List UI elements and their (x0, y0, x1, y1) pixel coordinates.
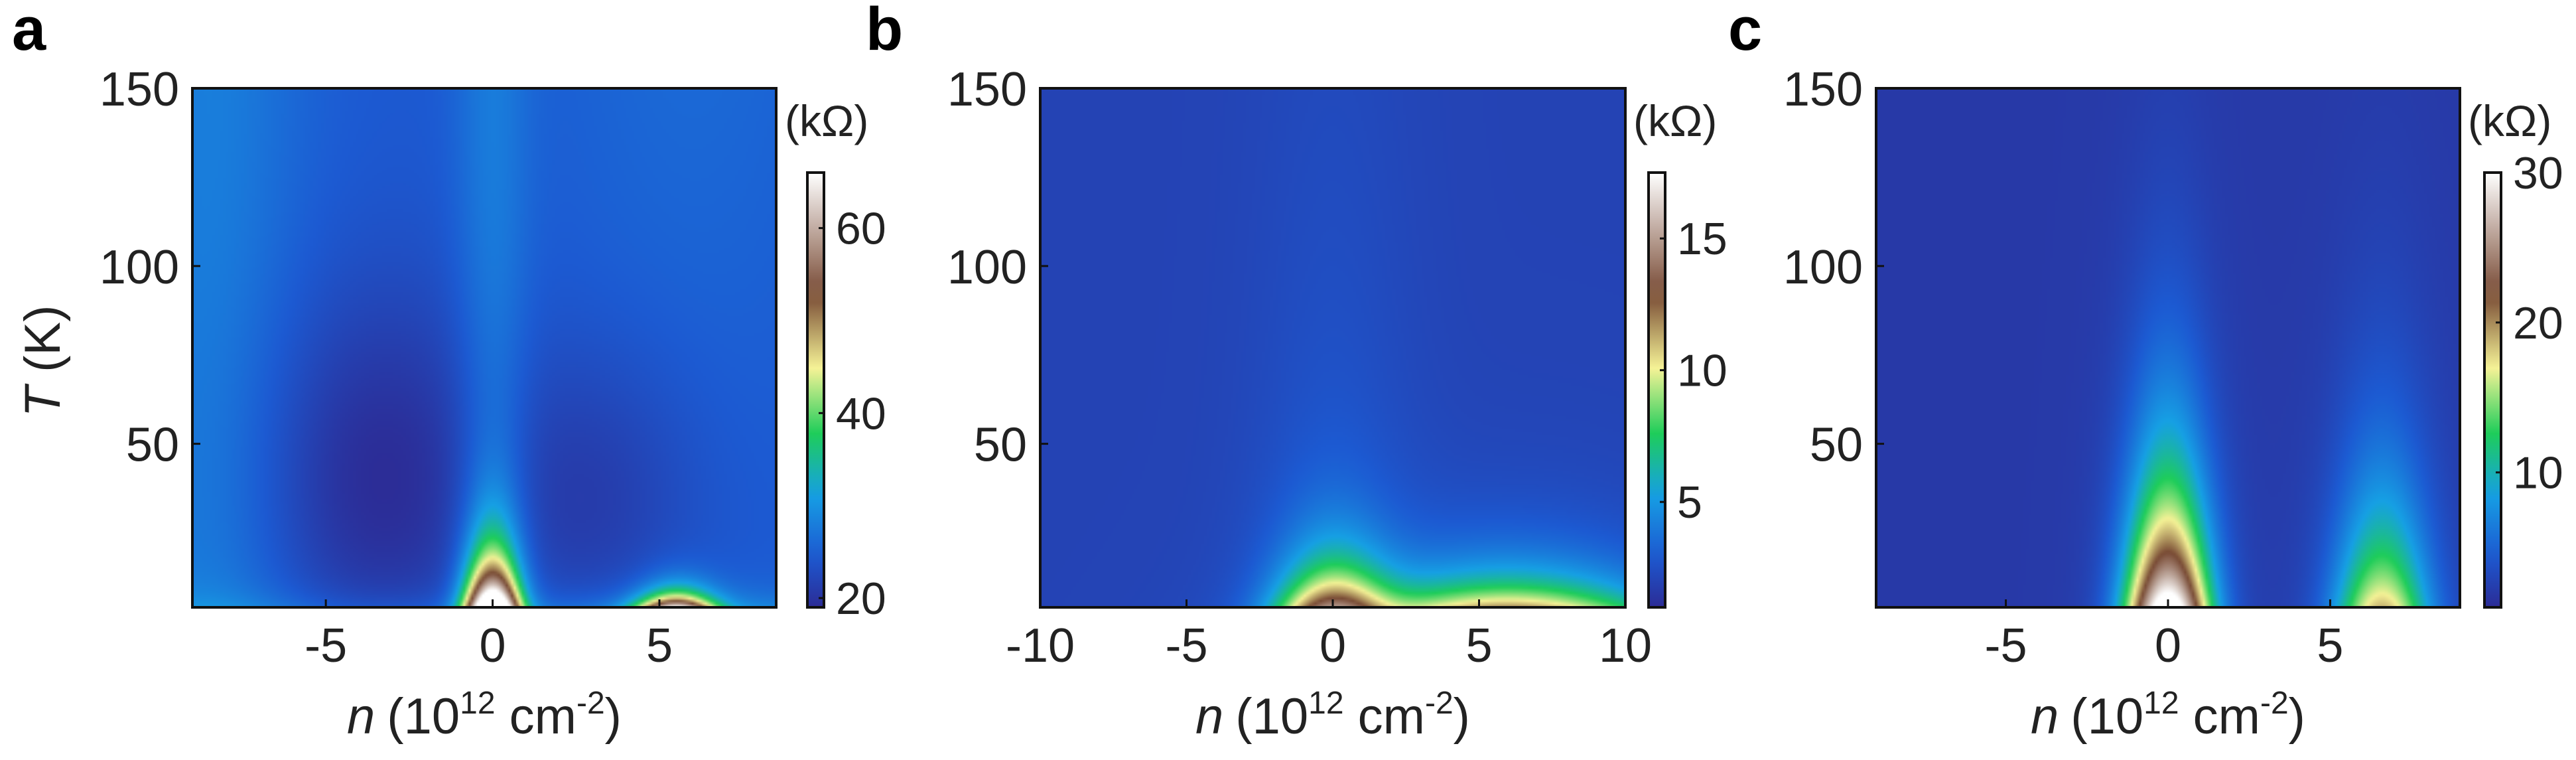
x-axis-var: n (2031, 688, 2059, 745)
x-axis-exp: 12 (2143, 686, 2179, 721)
colorbar-tick-label: 20 (836, 573, 886, 624)
y-axis-unit: (K) (15, 305, 71, 386)
colorbar-frame (806, 171, 825, 609)
panel-c: c -5 0 5 50 100 150 n (1012 cm-2) 10 20 30(kΩ) (1728, 0, 2563, 745)
x-axis-close: ) (605, 688, 622, 745)
y-axis-var: T (15, 383, 71, 417)
colorbar-tick-label: 40 (836, 388, 886, 439)
panel-letter: b (866, 0, 903, 63)
colorbar-frame (1647, 171, 1666, 609)
x-tick-label: 5 (1465, 619, 1492, 672)
colorbar-unit: (kΩ) (1633, 96, 1717, 145)
x-axis-unit2: cm (2179, 688, 2260, 745)
x-tick-label: 5 (646, 619, 673, 672)
panel-letter: a (12, 0, 46, 63)
x-tick-label: 0 (2155, 619, 2181, 672)
x-axis-exp: 12 (1308, 686, 1343, 721)
x-axis-var: n (347, 688, 375, 745)
panel-letter: c (1728, 0, 1762, 63)
colorbar-tick-label: 10 (2513, 448, 2563, 498)
x-axis-unit: (10 (2070, 688, 2143, 745)
y-tick-label: 100 (1783, 241, 1863, 294)
x-tick-label: 10 (1599, 619, 1652, 672)
x-tick-label: 5 (2317, 619, 2343, 672)
x-axis-exp2: -2 (2260, 686, 2289, 721)
x-axis-unit2: cm (1344, 688, 1425, 745)
panel-b: b -10 -5 0 5 10 50 100 150 n (1012 cm-2) 5 10 15 (kΩ) (866, 0, 1728, 745)
y-tick-label: 150 (947, 63, 1027, 116)
y-tick-label: 150 (100, 63, 179, 116)
x-axis-var: n (1195, 688, 1223, 745)
colorbar-tick-label: 15 (1677, 214, 1728, 264)
heatmap-image-a (192, 88, 776, 607)
x-axis-label: n (1012 cm-2) (347, 686, 622, 745)
colorbar-tick-label: 5 (1677, 477, 1702, 528)
x-axis-exp: 12 (460, 686, 495, 721)
colorbar-c (2484, 173, 2501, 607)
y-tick-label: 50 (1810, 419, 1863, 472)
x-tick-label: -5 (305, 619, 347, 672)
x-tick-label: 0 (1320, 619, 1346, 672)
x-axis-unit: (10 (387, 688, 460, 745)
x-axis-exp2: -2 (1425, 686, 1454, 721)
x-axis-label: n (1012 cm-2) (1195, 686, 1470, 745)
y-tick-label: 50 (126, 419, 179, 472)
y-tick-label: 100 (100, 241, 179, 294)
colorbar-tick-label: 30 (2513, 148, 2563, 198)
x-axis-unit2: cm (496, 688, 576, 745)
x-tick-label: -10 (1006, 619, 1075, 672)
colorbar-tick-label: 10 (1677, 346, 1728, 396)
x-axis-exp2: -2 (576, 686, 605, 721)
panel-a: a -5 0 5 50 100 150 n (1012 cm-2) T (K) 20 40 60 (kΩ) (12, 0, 886, 745)
colorbar-tick-label: 60 (836, 204, 886, 254)
heatmap-image-c (1876, 88, 2460, 607)
x-axis-close: ) (1454, 688, 1470, 745)
y-tick-label: 50 (974, 419, 1027, 472)
colorbar-b (1649, 173, 1665, 607)
colorbar-frame (2483, 171, 2502, 609)
y-axis-label: T (K) (15, 305, 71, 418)
plot-frame (191, 87, 778, 609)
colorbar-unit: (kΩ) (785, 96, 868, 145)
x-axis-unit: (10 (1235, 688, 1308, 745)
x-axis-close: ) (2289, 688, 2305, 745)
colorbar-unit: (kΩ) (2468, 96, 2551, 145)
x-tick-label: 0 (480, 619, 506, 672)
heatmap-image-b (1040, 88, 1625, 607)
colorbar-tick-label: 20 (2513, 298, 2563, 348)
y-tick-label: 150 (1783, 63, 1863, 116)
x-axis-label: n (1012 cm-2) (2031, 686, 2305, 745)
y-tick-label: 100 (947, 241, 1027, 294)
x-tick-label: -5 (1165, 619, 1207, 672)
colorbar-a (807, 173, 824, 607)
x-tick-label: -5 (1985, 619, 2027, 672)
